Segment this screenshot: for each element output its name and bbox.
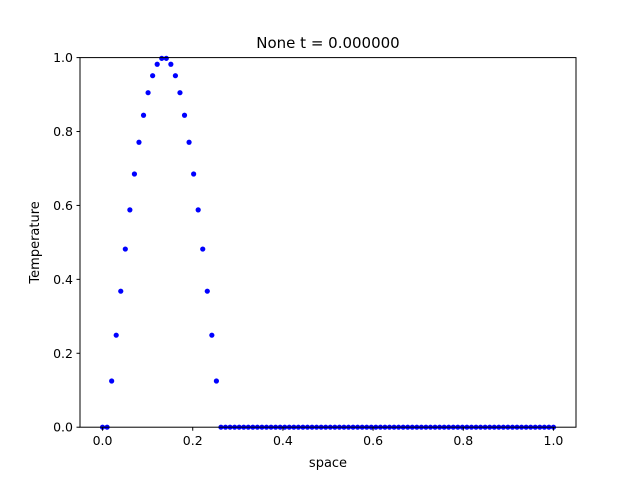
y-tick-label: 0.0 — [53, 420, 73, 435]
data-point — [163, 55, 169, 61]
x-axis-label: space — [309, 456, 347, 471]
data-point — [159, 55, 165, 61]
data-point — [113, 332, 119, 338]
data-point — [136, 139, 142, 145]
data-point — [177, 90, 183, 96]
data-point — [140, 112, 147, 118]
y-tick-label: 0.6 — [53, 198, 73, 213]
y-axis-label: Temperature — [28, 201, 43, 284]
data-point — [200, 246, 206, 252]
x-tick-label: 0.2 — [183, 433, 203, 448]
data-point — [168, 61, 174, 67]
data-point — [122, 246, 128, 252]
y-tick-label: 0.4 — [53, 272, 73, 287]
data-point — [154, 61, 160, 67]
x-tick-label: 0.6 — [363, 433, 383, 448]
data-point — [131, 171, 138, 177]
y-tick-label: 0.8 — [53, 124, 73, 139]
plot-frame — [79, 57, 577, 428]
data-point — [213, 378, 219, 384]
x-axis-ticks: 0.0 0.2 0.4 0.6 0.8 1.0 — [93, 427, 564, 448]
data-point — [127, 207, 133, 213]
data-point — [209, 332, 215, 338]
y-tick-label: 0.2 — [53, 346, 73, 361]
y-tick-label: 1.0 — [53, 50, 73, 65]
data-point — [150, 73, 156, 79]
data-point — [118, 288, 124, 294]
data-point — [195, 207, 201, 213]
x-tick-label: 0.8 — [453, 433, 473, 448]
data-point — [186, 139, 192, 145]
x-tick-label: 1.0 — [544, 433, 564, 448]
data-point — [109, 378, 115, 384]
data-point — [172, 73, 179, 79]
y-axis-ticks: 0.0 0.2 0.4 0.6 0.8 1.0 — [53, 50, 80, 435]
data-point — [181, 112, 188, 118]
data-point — [204, 288, 210, 294]
data-point — [145, 90, 151, 96]
x-tick-label: 0.4 — [273, 433, 293, 448]
x-tick-label: 0.0 — [93, 433, 113, 448]
chart-title: None t = 0.000000 — [256, 34, 399, 52]
data-point — [191, 171, 197, 177]
data-points — [99, 55, 557, 430]
